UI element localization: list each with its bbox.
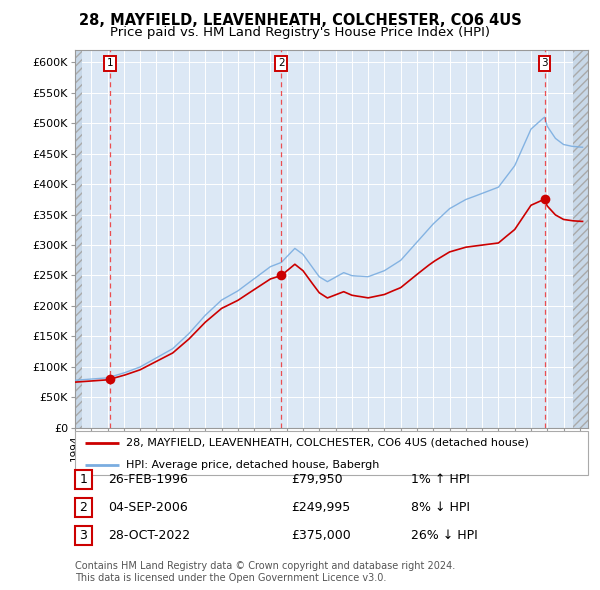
Text: 1% ↑ HPI: 1% ↑ HPI <box>411 473 470 486</box>
Text: 2: 2 <box>79 501 88 514</box>
Text: 28-OCT-2022: 28-OCT-2022 <box>108 529 190 542</box>
Text: HPI: Average price, detached house, Babergh: HPI: Average price, detached house, Babe… <box>127 460 380 470</box>
Text: Price paid vs. HM Land Registry's House Price Index (HPI): Price paid vs. HM Land Registry's House … <box>110 26 490 39</box>
Bar <box>574 50 588 428</box>
Text: 26-FEB-1996: 26-FEB-1996 <box>108 473 188 486</box>
FancyBboxPatch shape <box>75 431 588 475</box>
Bar <box>75 50 82 428</box>
Text: 1: 1 <box>79 473 88 486</box>
Text: 3: 3 <box>541 58 548 68</box>
Text: 2: 2 <box>278 58 284 68</box>
Text: 04-SEP-2006: 04-SEP-2006 <box>108 501 188 514</box>
Text: 1: 1 <box>107 58 113 68</box>
Text: £79,950: £79,950 <box>291 473 343 486</box>
Text: £375,000: £375,000 <box>291 529 351 542</box>
Text: 28, MAYFIELD, LEAVENHEATH, COLCHESTER, CO6 4US: 28, MAYFIELD, LEAVENHEATH, COLCHESTER, C… <box>79 13 521 28</box>
Text: 26% ↓ HPI: 26% ↓ HPI <box>411 529 478 542</box>
Text: 8% ↓ HPI: 8% ↓ HPI <box>411 501 470 514</box>
Text: 3: 3 <box>79 529 88 542</box>
Text: £249,995: £249,995 <box>291 501 350 514</box>
Text: Contains HM Land Registry data © Crown copyright and database right 2024.
This d: Contains HM Land Registry data © Crown c… <box>75 561 455 583</box>
Text: 28, MAYFIELD, LEAVENHEATH, COLCHESTER, CO6 4US (detached house): 28, MAYFIELD, LEAVENHEATH, COLCHESTER, C… <box>127 438 529 448</box>
